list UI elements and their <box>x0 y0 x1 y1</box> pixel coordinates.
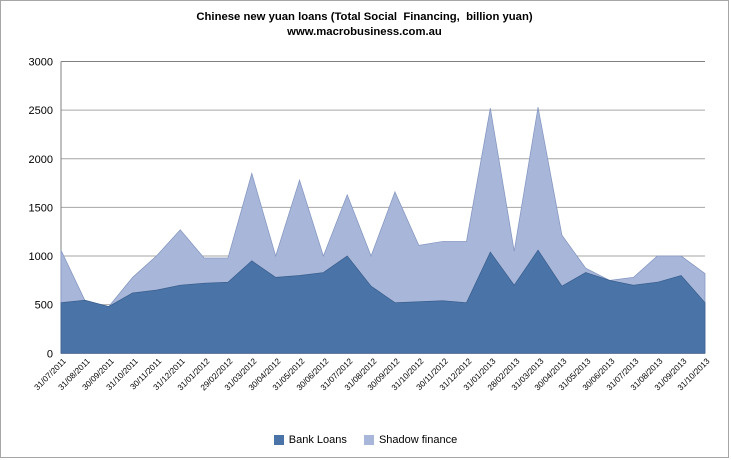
svg-text:3000: 3000 <box>29 57 53 69</box>
svg-text:1500: 1500 <box>29 202 53 214</box>
svg-text:500: 500 <box>35 300 53 312</box>
svg-text:1000: 1000 <box>29 251 53 263</box>
svg-text:2500: 2500 <box>29 105 53 117</box>
svg-text:2000: 2000 <box>29 154 53 166</box>
